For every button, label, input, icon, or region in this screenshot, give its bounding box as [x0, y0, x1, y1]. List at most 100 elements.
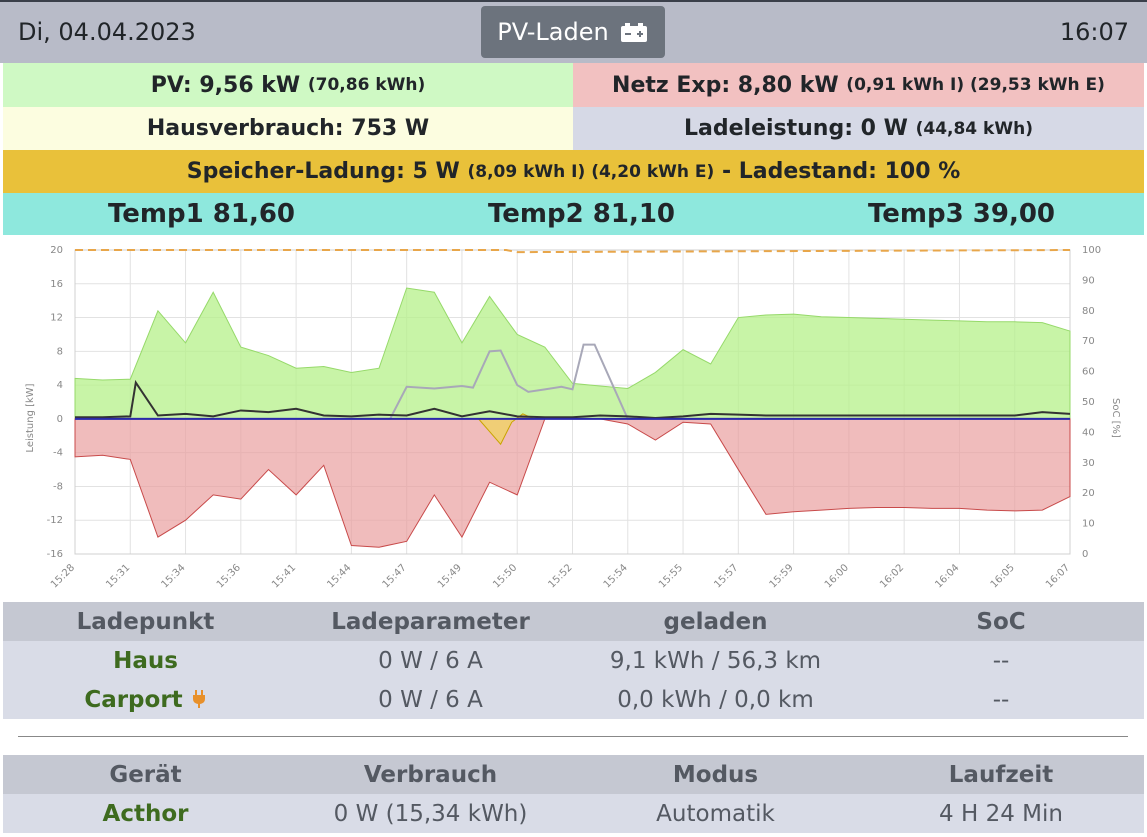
ladepunkt-name-cell[interactable]: Carport [3, 680, 288, 719]
charge-line [75, 343, 1070, 420]
date-display: Di, 04.04.2023 [18, 18, 196, 46]
y2-tick-label: 40 [1082, 427, 1095, 438]
mode-label: PV-Laden [497, 18, 609, 46]
temperature-bar: Temp1 81,60 Temp2 81,10 Temp3 39,00 [3, 193, 1144, 235]
y2-tick-label: 50 [1082, 397, 1095, 408]
ladepunkt-charged: 0,0 kWh / 0,0 km [573, 680, 858, 719]
x-tick-label: 15:34 [160, 562, 188, 590]
y2-tick-label: 10 [1082, 519, 1095, 530]
header-ladeparameter: Ladeparameter [288, 602, 573, 641]
top-bar: Di, 04.04.2023 PV-Laden 16:07 [0, 0, 1147, 63]
storage-energy: (8,09 kWh I) (4,20 kWh E) [467, 161, 715, 182]
x-tick-label: 15:57 [712, 562, 740, 590]
device-usage: 0 W (15,34 kWh) [288, 794, 573, 833]
device-name[interactable]: Acthor [3, 794, 288, 833]
x-tick-label: 15:49 [436, 562, 464, 590]
x-tick-label: 16:02 [878, 562, 906, 590]
x-tick-label: 15:55 [657, 562, 685, 590]
x-tick-label: 16:04 [933, 562, 961, 590]
y-tick-label: 20 [50, 245, 63, 256]
x-tick-label: 15:36 [215, 562, 243, 590]
grid-energy: (0,91 kWh I) (29,53 kWh E) [846, 75, 1105, 95]
battery-icon [620, 23, 647, 42]
header-geraet: Gerät [3, 755, 288, 794]
y-tick-label: -16 [47, 549, 63, 560]
ladepunkt-soc: -- [858, 641, 1144, 680]
x-tick-label: 15:28 [49, 562, 77, 590]
device-mode: Automatik [573, 794, 858, 833]
pv-energy: (70,86 kWh) [307, 75, 426, 95]
time-display: 16:07 [1059, 18, 1129, 46]
x-tick-label: 15:54 [602, 562, 630, 590]
charge-power: Ladeleistung: 0 W [684, 116, 908, 141]
temp2-value: Temp2 81,10 [488, 199, 676, 229]
storage-soc: - Ladestand: 100 % [721, 159, 961, 184]
header-soc: SoC [858, 602, 1144, 641]
y2-tick-label: 80 [1082, 306, 1095, 317]
x-tick-label: 16:00 [823, 562, 851, 590]
mode-button[interactable]: PV-Laden [481, 6, 665, 58]
section-divider [18, 736, 1128, 737]
charge-status: Ladeleistung: 0 W (44,84 kWh) [573, 107, 1144, 150]
y2-tick-label: 20 [1082, 488, 1095, 499]
y-tick-label: -4 [53, 448, 63, 459]
y-tick-label: -12 [47, 515, 63, 526]
storage-status: Speicher-Ladung: 5 W (8,09 kWh I) (4,20 … [3, 150, 1144, 193]
power-chart[interactable]: 201612840-4-8-12-16100908070605040302010… [0, 238, 1147, 600]
x-tick-label: 15:59 [768, 562, 796, 590]
x-tick-label: 15:52 [546, 562, 574, 590]
header-laufzeit: Laufzeit [858, 755, 1144, 794]
y2-tick-label: 60 [1082, 367, 1095, 378]
y2-tick-label: 70 [1082, 336, 1095, 347]
y2-axis-label: SoC [%] [1110, 398, 1121, 438]
y2-tick-label: 100 [1082, 245, 1101, 256]
y-tick-label: 12 [50, 313, 63, 324]
ladepunkt-charged: 9,1 kWh / 56,3 km [573, 641, 858, 680]
ladepunkt-name[interactable]: Haus [3, 641, 288, 680]
y2-tick-label: 90 [1082, 275, 1095, 286]
header-geladen: geladen [573, 602, 858, 641]
x-tick-label: 15:50 [491, 562, 519, 590]
x-tick-label: 15:41 [270, 562, 298, 590]
table-row[interactable]: Carport 0 W / 6 A 0,0 kWh / 0,0 km -- [3, 680, 1144, 719]
table-row[interactable]: Haus 0 W / 6 A 9,1 kWh / 56,3 km -- [3, 641, 1144, 680]
house-line [75, 379, 1071, 420]
y-tick-label: 16 [50, 279, 63, 290]
header-modus: Modus [573, 755, 858, 794]
y-tick-label: 4 [57, 380, 63, 391]
x-tick-label: 16:05 [989, 562, 1017, 590]
ladepunkt-table: Ladepunkt Ladeparameter geladen SoC Haus… [3, 602, 1144, 719]
ladepunkt-soc: -- [858, 680, 1144, 719]
device-table: Gerät Verbrauch Modus Laufzeit Acthor 0 … [3, 755, 1144, 833]
y-tick-label: -8 [53, 481, 63, 492]
plug-icon [192, 689, 205, 708]
charge-energy: (44,84 kWh) [915, 118, 1033, 139]
house-consumption: Hausverbrauch: 753 W [146, 116, 430, 141]
device-runtime: 4 H 24 Min [858, 794, 1144, 833]
pv-power: PV: 9,56 kW [150, 72, 301, 98]
house-status: Hausverbrauch: 753 W [3, 107, 573, 150]
temp3-value: Temp3 39,00 [868, 199, 1056, 229]
x-tick-label: 15:31 [104, 562, 132, 590]
ladepunkt-params: 0 W / 6 A [288, 641, 573, 680]
storage-power: Speicher-Ladung: 5 W [186, 159, 460, 184]
y2-tick-label: 0 [1082, 549, 1088, 560]
header-ladepunkt: Ladepunkt [3, 602, 288, 641]
table-row[interactable]: Acthor 0 W (15,34 kWh) Automatik 4 H 24 … [3, 794, 1144, 833]
temp1-value: Temp1 81,60 [108, 199, 296, 229]
pv-status: PV: 9,56 kW (70,86 kWh) [3, 63, 573, 107]
y2-tick-label: 30 [1082, 458, 1095, 469]
pv-area [74, 287, 1071, 420]
y-axis-label: Leistung [kW] [25, 383, 36, 452]
grid-power: Netz Exp: 8,80 kW [612, 72, 839, 98]
header-verbrauch: Verbrauch [288, 755, 573, 794]
x-tick-label: 15:47 [381, 562, 409, 590]
ladepunkt-params: 0 W / 6 A [288, 680, 573, 719]
ladepunkt-name: Carport [84, 686, 183, 713]
soc-line [75, 249, 1071, 254]
grid-status: Netz Exp: 8,80 kW (0,91 kWh I) (29,53 kW… [573, 63, 1144, 107]
y-tick-label: 0 [57, 414, 63, 425]
x-tick-label: 15:44 [325, 562, 353, 590]
x-tick-label: 16:07 [1044, 562, 1072, 590]
y-tick-label: 8 [57, 346, 63, 357]
